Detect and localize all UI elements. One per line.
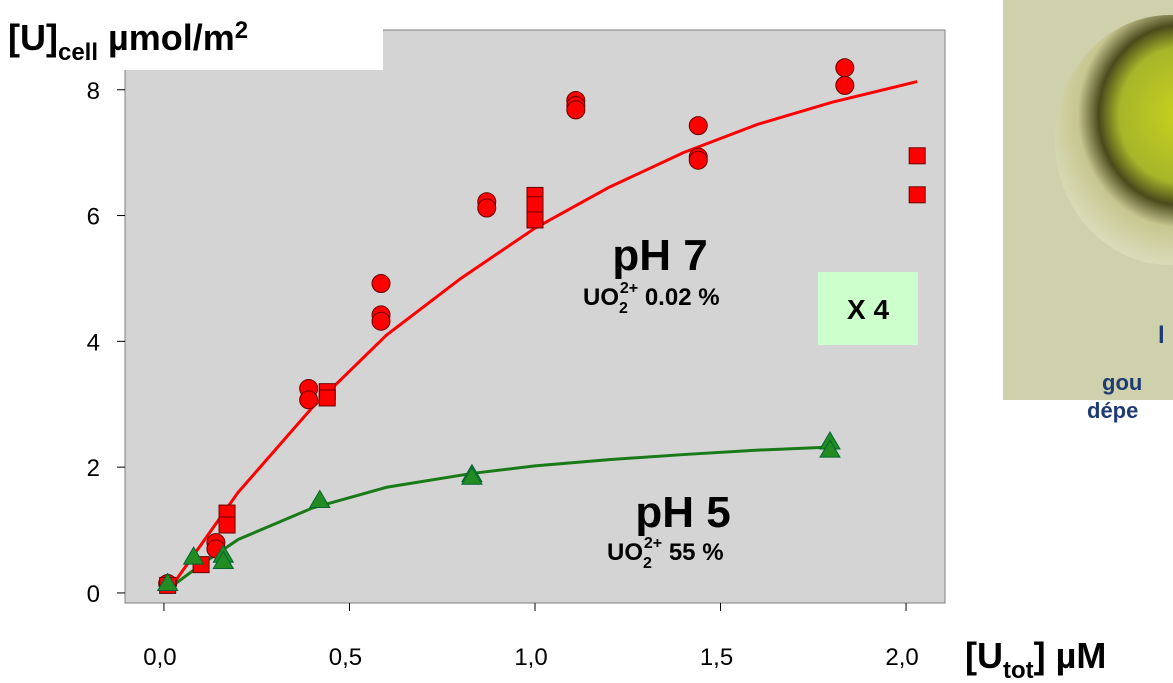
annotation-part: 2	[643, 555, 652, 572]
inset-text: gou	[1102, 370, 1142, 395]
inset-text: l	[1158, 322, 1165, 349]
point	[371, 311, 391, 331]
y-tick-label: 6	[87, 204, 100, 231]
annotations: pH 7 UO22+ 0.02 % X 4 pH 5 UO22+ 55 %	[583, 231, 918, 572]
point	[526, 211, 544, 229]
x4-box	[818, 272, 918, 345]
y-tick-label: 0	[87, 581, 100, 608]
label-part: ] µM	[1034, 635, 1107, 676]
point	[908, 147, 926, 165]
label-part: tot	[1003, 657, 1034, 683]
label-part: 2	[235, 17, 248, 44]
point	[212, 550, 235, 569]
annotation-part: 2+	[644, 535, 662, 552]
annotation: UO2 2+ 55 %	[607, 535, 724, 572]
photo-cell	[1055, 15, 1173, 265]
point	[371, 273, 391, 293]
point	[477, 198, 497, 218]
point	[688, 150, 708, 170]
annotation-part: 2+	[620, 280, 638, 297]
point	[218, 516, 236, 534]
label-part: [U]	[8, 17, 58, 58]
inset-text: dépe	[1087, 398, 1138, 423]
annotation-part: 2	[619, 300, 628, 317]
annotation-part: UO	[583, 284, 619, 311]
point	[318, 389, 336, 407]
point	[835, 75, 855, 95]
annotation-part: 0.02 %	[638, 284, 719, 311]
label-box	[0, 0, 383, 70]
x-tick-label: 2,0	[885, 644, 918, 671]
point	[308, 489, 331, 508]
annotation: pH 7	[612, 231, 707, 280]
point	[156, 572, 179, 592]
y-tick-label: 2	[87, 455, 100, 482]
point	[566, 100, 586, 120]
point	[688, 116, 708, 136]
point	[461, 466, 483, 485]
inset-photo: l gou dépe	[1003, 0, 1173, 423]
label-part: cell	[58, 39, 98, 66]
point	[299, 390, 319, 410]
y-tick-label: 8	[87, 78, 100, 105]
plot-area	[124, 29, 946, 604]
y-tick-label: 4	[87, 329, 100, 356]
point	[819, 439, 841, 458]
annotation: pH 5	[635, 488, 730, 537]
point	[908, 186, 926, 204]
annotation-part: pH 7	[612, 231, 707, 280]
x-axis-label: [Utot] µM	[965, 635, 1106, 683]
annotation-part: X 4	[847, 294, 889, 325]
annotation: X 4	[847, 294, 889, 325]
x-tick-label: 0,0	[143, 644, 176, 671]
point	[835, 58, 855, 78]
label-part: [U	[965, 635, 1003, 676]
label-part: µmol/m	[98, 17, 235, 58]
annotation-part: pH 5	[635, 488, 730, 537]
x-tick-label: 1,0	[514, 644, 547, 671]
annotation: UO2 2+ 0.02 %	[583, 280, 720, 317]
x-tick-label: 0,5	[329, 644, 362, 671]
point	[526, 196, 544, 214]
y-axis-label: [U]cell µmol/m2	[8, 17, 248, 66]
point	[182, 546, 205, 565]
x-tick-label: 1,5	[700, 644, 733, 671]
annotation-part: 55 %	[662, 539, 723, 566]
plot: 0 2 4 6 8 0,0 0,5 1,0 1,5 2,0	[87, 29, 946, 671]
annotation-part: UO	[607, 539, 643, 566]
